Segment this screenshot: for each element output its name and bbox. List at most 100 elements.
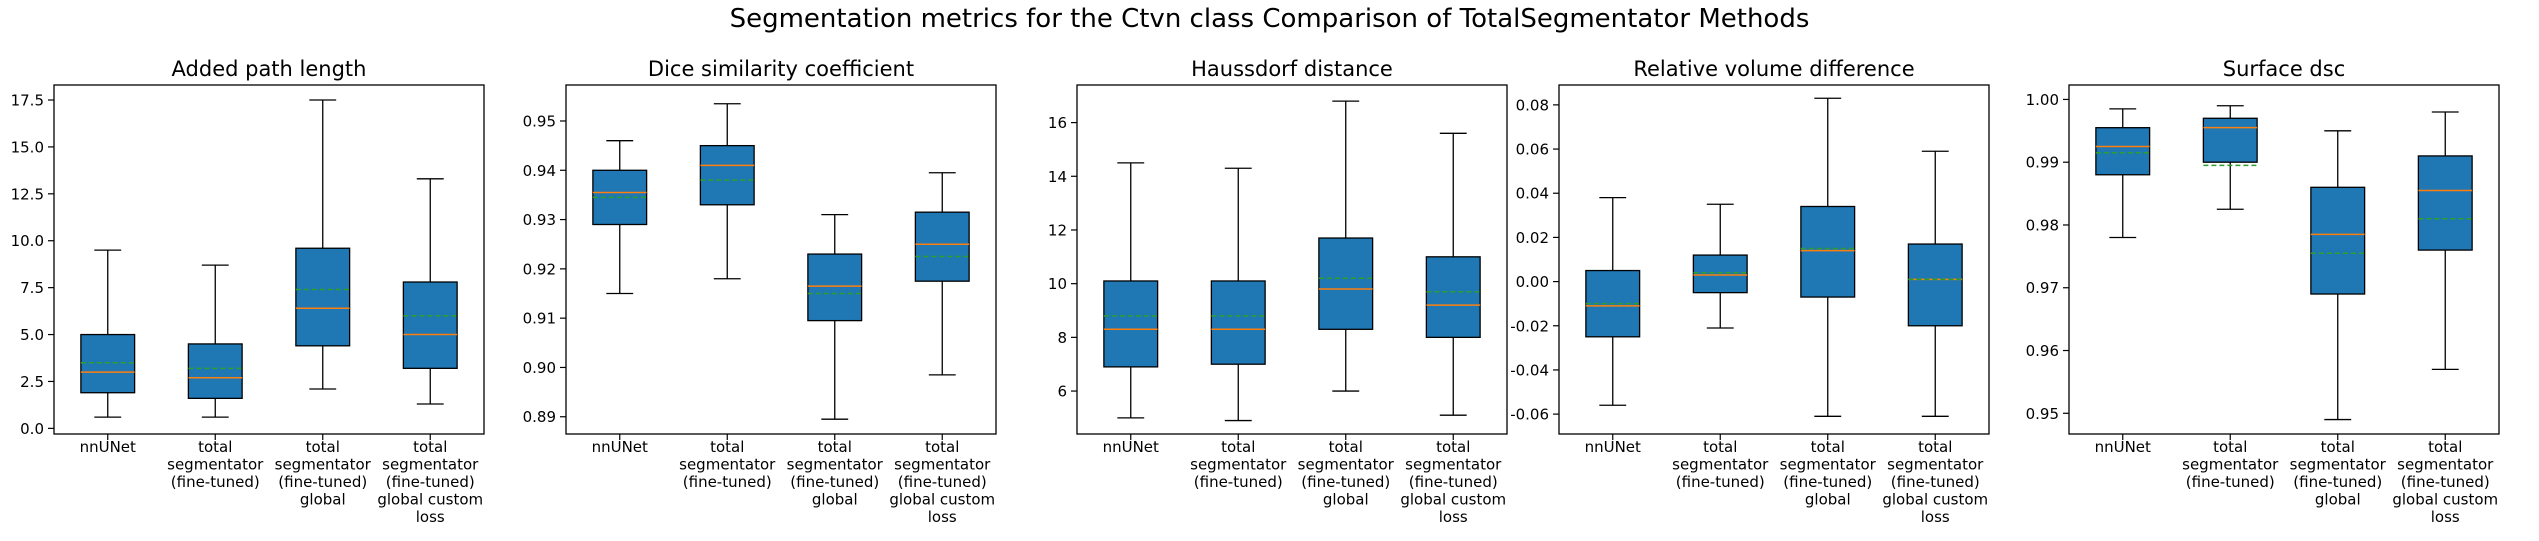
box-iqr bbox=[80, 333, 136, 394]
box-3 bbox=[1800, 97, 1856, 417]
x-tick-label: global custom bbox=[1882, 491, 1988, 509]
x-tick-label: total bbox=[1918, 438, 1952, 456]
axes-frame bbox=[1558, 84, 1990, 435]
x-tick-label: loss bbox=[928, 508, 957, 526]
x-tick-label: nnUNet bbox=[592, 438, 648, 456]
x-tick-label: (fine-tuned) bbox=[278, 473, 367, 491]
x-tick-label: (fine-tuned) bbox=[790, 473, 879, 491]
x-tick-label: (fine-tuned) bbox=[898, 473, 987, 491]
y-tick-label: 17.5 bbox=[11, 92, 44, 110]
box-1 bbox=[80, 249, 136, 418]
x-tick-label: global custom bbox=[1400, 491, 1506, 509]
axes-frame bbox=[565, 84, 997, 435]
y-tick-label: 0.04 bbox=[1516, 185, 1549, 203]
x-tick-label: total bbox=[2213, 438, 2247, 456]
x-tick-label: global bbox=[1323, 491, 1369, 509]
x-tick-label: segmentator bbox=[894, 456, 991, 474]
y-tick-label: 0.90 bbox=[523, 359, 556, 377]
y-tick-label: 15.0 bbox=[11, 138, 44, 156]
x-tick-label: nnUNet bbox=[2095, 438, 2151, 456]
x-tick-label: total bbox=[710, 438, 744, 456]
box-4 bbox=[1907, 150, 1963, 417]
x-tick-label: segmentator bbox=[2397, 456, 2494, 474]
box-iqr bbox=[914, 211, 970, 282]
y-tick-label: 12.5 bbox=[11, 185, 44, 203]
x-tick-label: (fine-tuned) bbox=[171, 473, 260, 491]
box-2 bbox=[1692, 203, 1748, 329]
y-tick-label: 5.0 bbox=[20, 326, 44, 344]
subplot-4: Relative volume difference -0.06 -0.04 -0.0… bbox=[1510, 57, 1990, 526]
x-tick-label: segmentator bbox=[2182, 456, 2279, 474]
box-4 bbox=[914, 172, 970, 376]
box-iqr bbox=[2310, 186, 2366, 295]
y-tick-label: 0.92 bbox=[523, 260, 556, 278]
box-2 bbox=[1210, 167, 1266, 422]
subplot-title: Added path length bbox=[172, 57, 367, 81]
x-tick-label: segmentator bbox=[1405, 456, 1502, 474]
x-tick-label: segmentator bbox=[679, 456, 776, 474]
y-tick-label: 0.96 bbox=[2026, 342, 2059, 360]
y-tick-label: 10 bbox=[1048, 275, 1067, 293]
y-tick-label: 0.89 bbox=[523, 408, 556, 426]
box-iqr bbox=[1318, 237, 1374, 330]
x-tick-label: (fine-tuned) bbox=[1194, 473, 1283, 491]
y-tick-label: 0.91 bbox=[523, 310, 556, 328]
x-tick-label: total bbox=[2321, 438, 2355, 456]
y-tick-label: 0.02 bbox=[1516, 229, 1549, 247]
y-tick-label: 0.08 bbox=[1516, 96, 1549, 114]
x-tick-label: global bbox=[2315, 491, 2361, 509]
y-tick-label: 10.0 bbox=[11, 232, 44, 250]
box-3 bbox=[807, 213, 863, 420]
box-2 bbox=[2202, 105, 2258, 210]
box-iqr bbox=[295, 247, 351, 347]
box-4 bbox=[402, 178, 458, 405]
box-iqr bbox=[1692, 254, 1748, 294]
axes-frame bbox=[53, 84, 485, 435]
x-tick-label: total bbox=[818, 438, 852, 456]
y-tick-label: 8 bbox=[1057, 329, 1067, 347]
box-4 bbox=[2417, 111, 2473, 370]
subplot-1: Added path length 0.0 2.5 5.0 7.5 10.0 12.5 15.… bbox=[11, 57, 485, 526]
y-tick-label: -0.04 bbox=[1510, 361, 1549, 379]
y-tick-label: 0.98 bbox=[2026, 216, 2059, 234]
subplot-title: Surface dsc bbox=[2223, 57, 2346, 81]
x-tick-label: segmentator bbox=[167, 456, 264, 474]
y-tick-label: -0.02 bbox=[1510, 317, 1549, 335]
box-iqr bbox=[1210, 280, 1266, 365]
box-iqr bbox=[1907, 243, 1963, 327]
box-1 bbox=[2095, 108, 2151, 239]
box-iqr bbox=[2202, 117, 2258, 163]
x-tick-label: (fine-tuned) bbox=[1891, 473, 1980, 491]
x-tick-label: (fine-tuned) bbox=[386, 473, 475, 491]
y-tick-label: 0.95 bbox=[523, 112, 556, 130]
subplot-5: Surface dsc 0.95 0.96 0.97 0.98 0.99 1.00 nnUNe… bbox=[2026, 57, 2500, 526]
x-tick-label: segmentator bbox=[1298, 456, 1395, 474]
x-tick-label: total bbox=[1221, 438, 1255, 456]
x-tick-label: segmentator bbox=[1190, 456, 1287, 474]
x-tick-label: total bbox=[306, 438, 340, 456]
x-tick-label: total bbox=[1436, 438, 1470, 456]
y-tick-label: 0.95 bbox=[2026, 405, 2059, 423]
x-tick-label: (fine-tuned) bbox=[2293, 473, 2382, 491]
x-tick-label: (fine-tuned) bbox=[1783, 473, 1872, 491]
box-4 bbox=[1425, 132, 1481, 416]
y-tick-label: 0.99 bbox=[2026, 154, 2059, 172]
y-tick-label: 14 bbox=[1048, 168, 1067, 186]
x-tick-label: (fine-tuned) bbox=[683, 473, 772, 491]
x-tick-label: global bbox=[1805, 491, 1851, 509]
x-tick-label: nnUNet bbox=[80, 438, 136, 456]
box-iqr bbox=[699, 144, 755, 206]
box-iqr bbox=[1103, 280, 1159, 368]
subplot-title: Haussdorf distance bbox=[1191, 57, 1393, 81]
y-tick-label: 0.93 bbox=[523, 211, 556, 229]
y-tick-label: -0.06 bbox=[1510, 406, 1549, 424]
box-3 bbox=[2310, 130, 2366, 421]
box-1 bbox=[1103, 162, 1159, 419]
x-tick-label: global bbox=[812, 491, 858, 509]
x-tick-label: total bbox=[1703, 438, 1737, 456]
x-tick-label: loss bbox=[416, 508, 445, 526]
y-tick-label: 6 bbox=[1057, 383, 1067, 401]
axes-frame bbox=[1076, 84, 1508, 435]
x-tick-label: loss bbox=[1439, 508, 1468, 526]
